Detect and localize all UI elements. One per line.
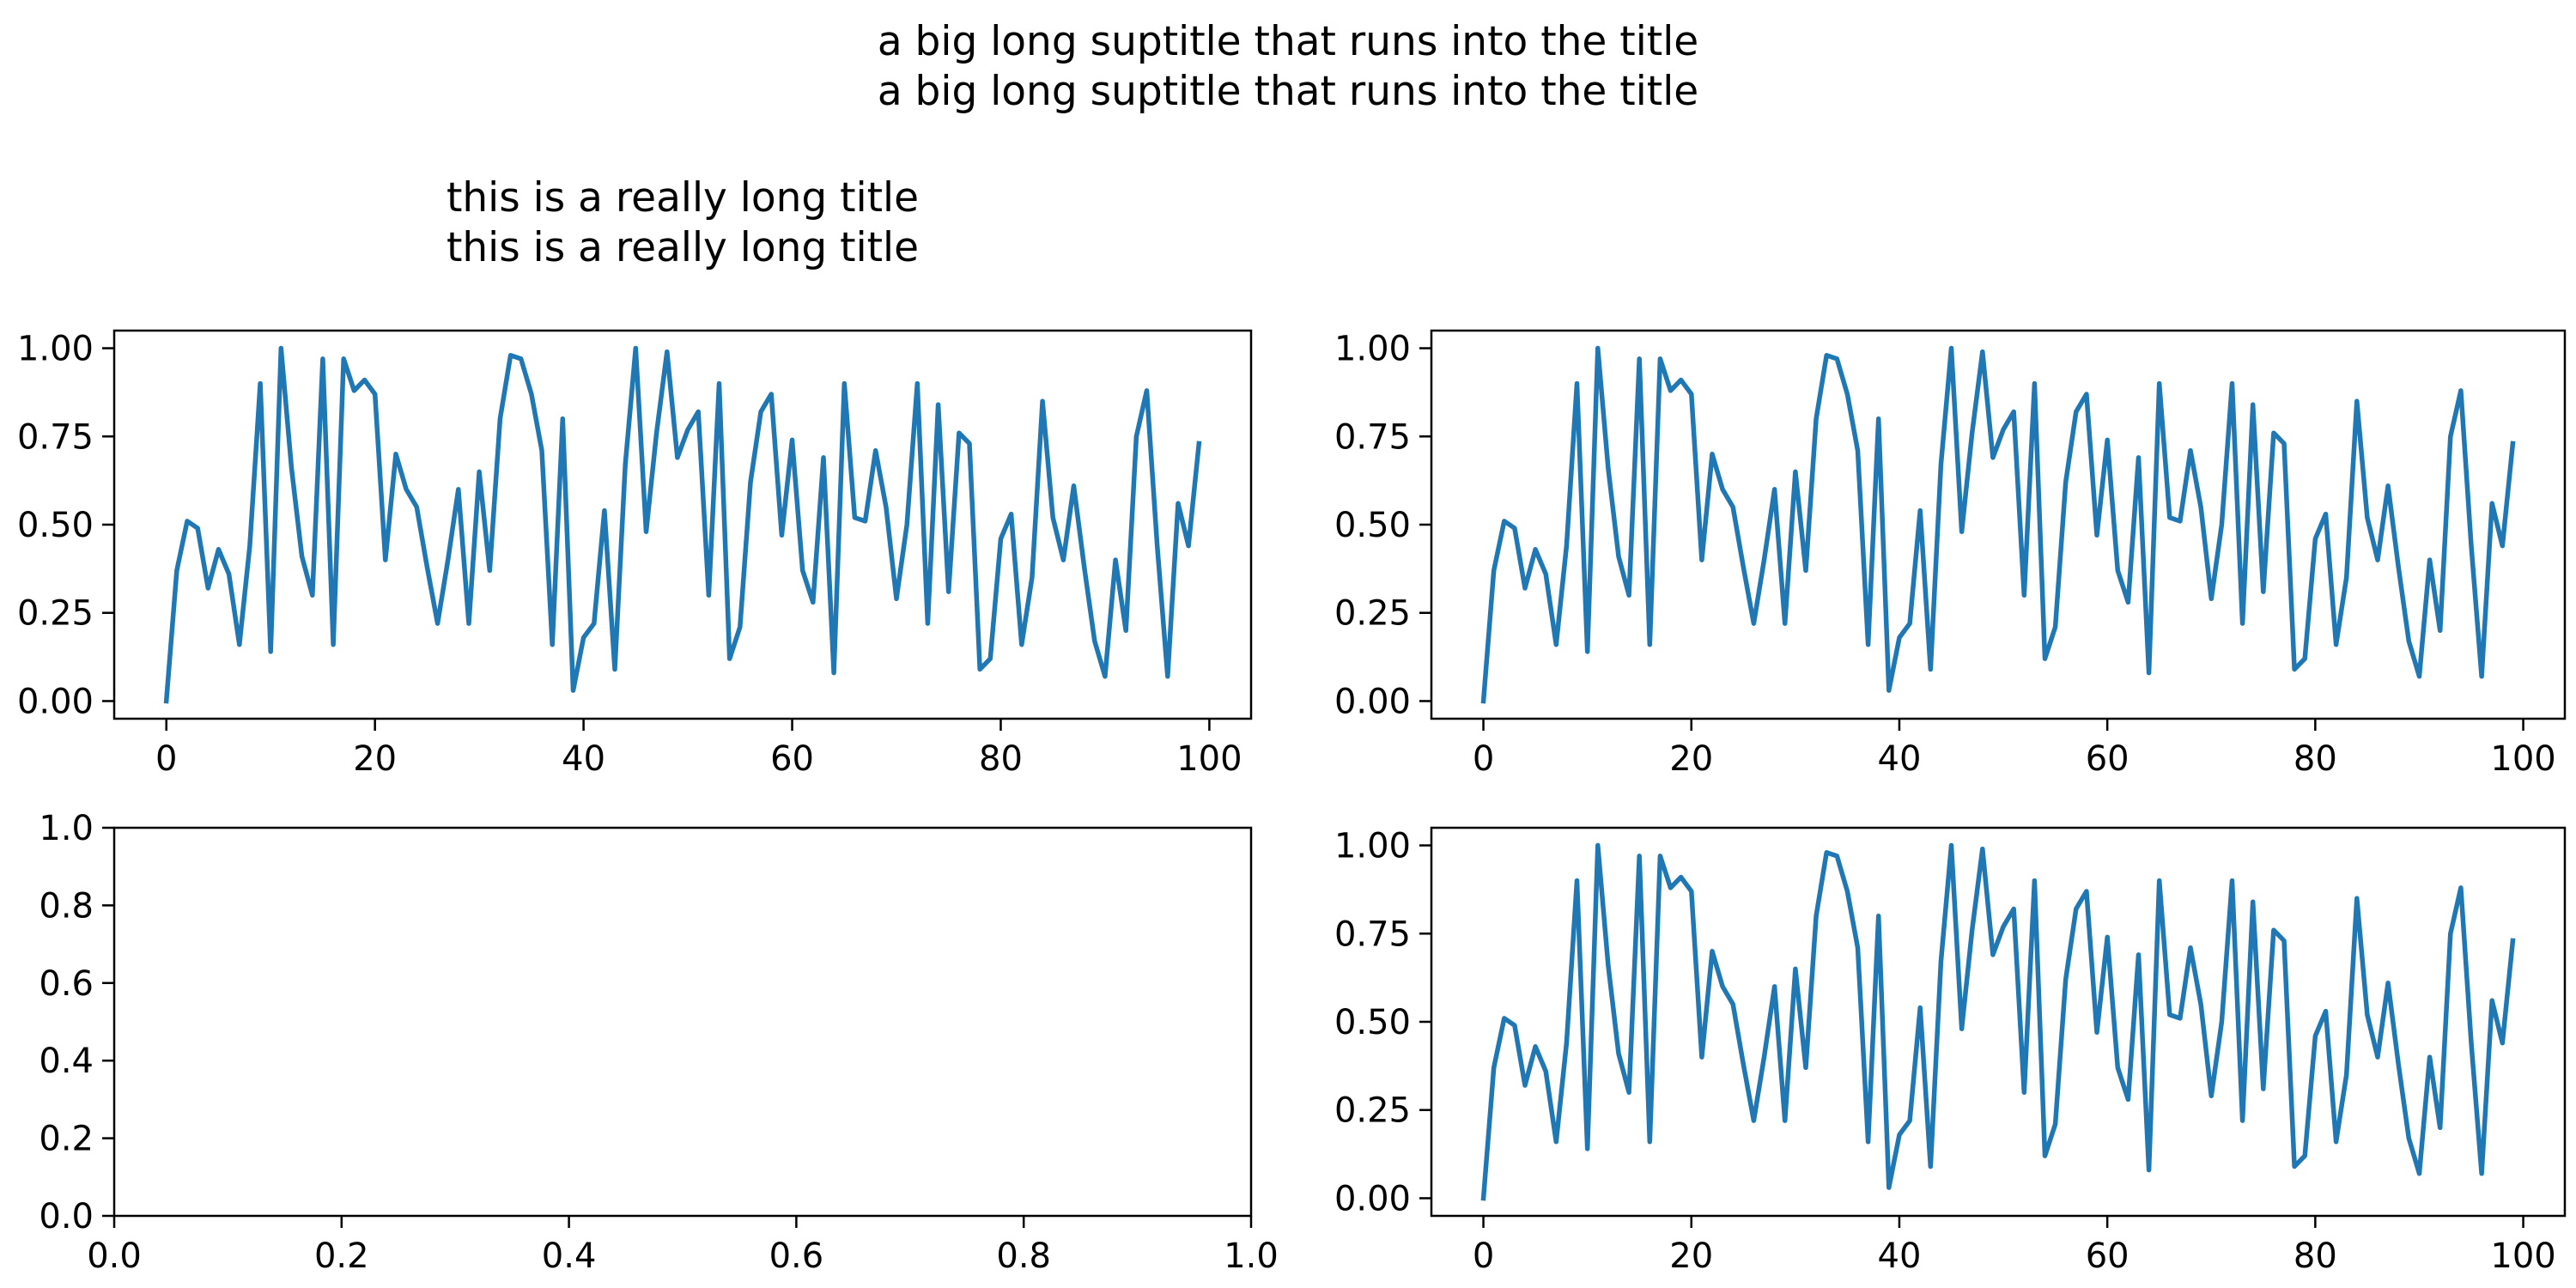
y-tick-label: 0.0 [39, 1197, 94, 1236]
y-tick-label: 0.25 [1334, 1091, 1411, 1131]
x-tick-label: 80 [979, 739, 1023, 779]
x-tick-label: 20 [353, 739, 397, 779]
x-tick-label: 0.2 [314, 1236, 369, 1276]
subplot-bottom-right: 0 20 40 60 80 100 0.00 0.25 0.50 0.75 1.00 [1334, 826, 2567, 1276]
x-tick-label: 60 [2086, 739, 2129, 779]
y-tick-label: 0.2 [39, 1120, 94, 1159]
x-tick-label: 80 [2293, 739, 2337, 779]
x-tick-label: 40 [562, 739, 605, 779]
x-tick-label: 0.0 [87, 1236, 142, 1276]
y-tick-label: 1.00 [1334, 827, 1411, 866]
y-tick-label: 0.00 [1334, 682, 1411, 721]
y-tick-label: 0.4 [39, 1042, 94, 1081]
y-tick-label: 0.75 [1334, 417, 1411, 457]
y-tick-label: 1.00 [17, 330, 94, 369]
subplot-top-right: 0 20 40 60 80 100 0.00 0.25 0.50 0.75 1.00 [1334, 329, 2567, 779]
series-line [1480, 842, 2516, 1201]
x-tick-label: 0.6 [769, 1236, 824, 1276]
subplot-top-left: 0 20 40 60 80 100 0.00 0.25 0.50 0.75 1.00 [17, 329, 1253, 779]
x-tick-label: 0 [1473, 739, 1494, 779]
suptitle-line-1: a big long suptitle that runs into the t… [878, 18, 1698, 65]
y-tick-label: 1.0 [39, 809, 94, 848]
x-tick-label: 0.8 [996, 1236, 1051, 1276]
x-tick-label: 100 [1176, 739, 1242, 779]
x-tick-label: 20 [1669, 1236, 1713, 1276]
x-tick-label: 100 [2490, 1236, 2555, 1276]
x-tick-label: 60 [770, 739, 814, 779]
y-tick-label: 0.6 [39, 964, 94, 1004]
y-tick-label: 0.00 [1334, 1179, 1411, 1218]
x-tick-label: 0.4 [542, 1236, 597, 1276]
axes-title-line-1: this is a really long title [447, 174, 919, 222]
y-tick-label: 0.75 [17, 417, 94, 457]
x-tick-label: 60 [2086, 1236, 2129, 1276]
y-tick-label: 0.8 [39, 886, 94, 926]
axes-frame [1430, 329, 2567, 720]
axes-title-line-2: this is a really long title [447, 224, 919, 271]
axes-frame [1430, 826, 2567, 1218]
x-tick-label: 40 [1878, 739, 1922, 779]
x-tick-label: 0 [155, 739, 177, 779]
x-tick-label: 100 [2490, 739, 2555, 779]
y-tick-label: 0.25 [1334, 594, 1411, 634]
y-tick-label: 1.00 [1334, 330, 1411, 369]
series-line [163, 345, 1202, 704]
x-tick-label: 40 [1878, 1236, 1922, 1276]
axes-frame [112, 329, 1253, 720]
y-tick-label: 0.50 [1334, 506, 1411, 545]
y-tick-label: 0.00 [17, 682, 94, 721]
x-tick-label: 0 [1473, 1236, 1494, 1276]
y-tick-label: 0.25 [17, 594, 94, 634]
x-tick-label: 80 [2293, 1236, 2337, 1276]
y-tick-label: 0.50 [1334, 1003, 1411, 1042]
x-tick-label: 1.0 [1224, 1236, 1279, 1276]
y-tick-label: 0.75 [1334, 914, 1411, 954]
subplot-bottom-left: 0.0 0.2 0.4 0.6 0.8 1.0 0.0 0.2 0.4 0.6 0.8 1.0 [39, 809, 1278, 1276]
axes-frame [112, 826, 1253, 1218]
y-tick-label: 0.50 [17, 506, 94, 545]
x-tick-label: 20 [1669, 739, 1713, 779]
series-line [1480, 345, 2516, 704]
suptitle-line-2: a big long suptitle that runs into the t… [878, 68, 1698, 115]
